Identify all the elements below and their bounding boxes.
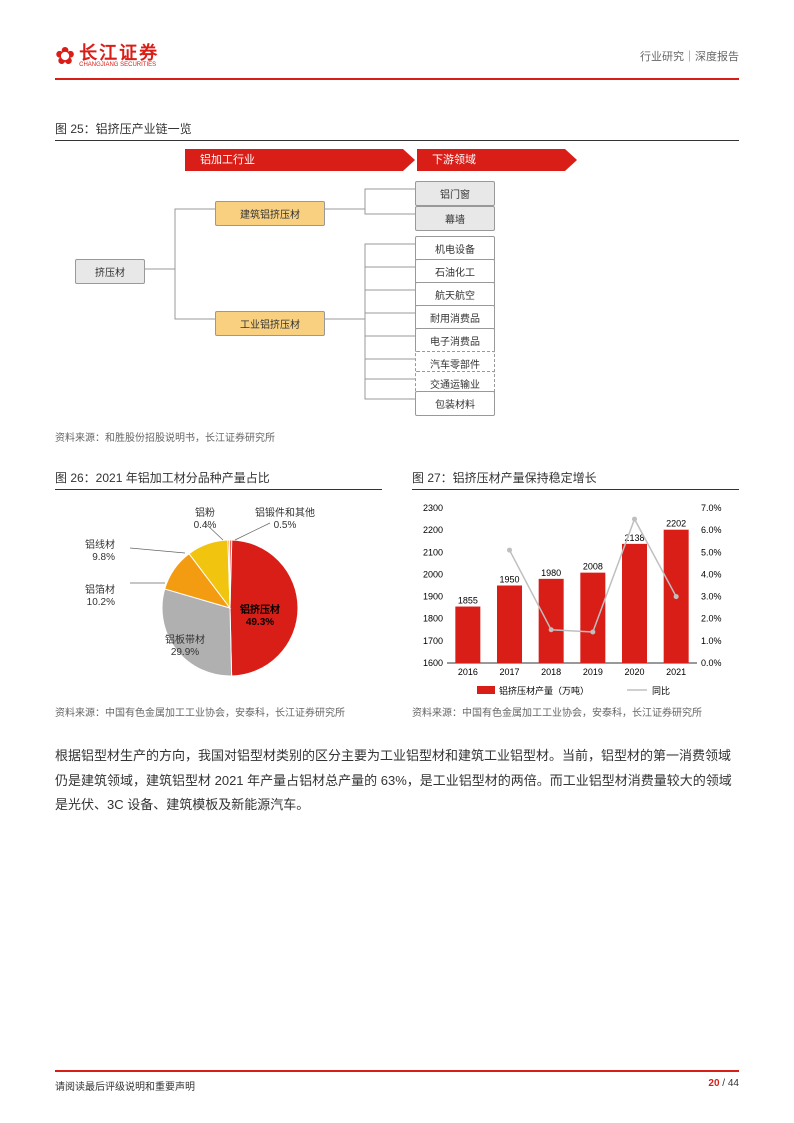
svg-text:9.8%: 9.8% xyxy=(92,552,115,563)
svg-text:铝板带材: 铝板带材 xyxy=(165,633,205,646)
svg-text:铝箔材: 铝箔材 xyxy=(85,583,115,596)
svg-text:29.9%: 29.9% xyxy=(171,647,199,658)
svg-text:0.5%: 0.5% xyxy=(274,520,297,531)
svg-text:铝粉: 铝粉 xyxy=(195,506,215,519)
svg-text:1900: 1900 xyxy=(423,592,443,602)
flow-leaf: 电子消费品 xyxy=(415,328,495,353)
flow-node-mid-2: 工业铝挤压材 xyxy=(215,311,325,336)
flow-leaf: 机电设备 xyxy=(415,236,495,261)
svg-text:铝线材: 铝线材 xyxy=(85,538,115,551)
flow-header-1: 铝加工行业 xyxy=(185,149,415,171)
svg-text:4.0%: 4.0% xyxy=(701,569,722,579)
figure-27: 图 27：铝挤压材产量保持稳定增长 1600 1700 1800 1900 2000 21… xyxy=(412,469,739,719)
svg-text:2021: 2021 xyxy=(666,667,686,677)
svg-text:2100: 2100 xyxy=(423,547,443,557)
svg-text:0.0%: 0.0% xyxy=(701,658,722,668)
breadcrumb: 行业研究｜深度报告 xyxy=(640,48,739,64)
svg-text:同比: 同比 xyxy=(652,685,670,696)
svg-text:1950: 1950 xyxy=(499,575,519,585)
svg-text:49.3%: 49.3% xyxy=(246,617,274,628)
figure-25-source: 资料来源：和胜股份招股说明书，长江证券研究所 xyxy=(55,429,739,444)
svg-text:6.0%: 6.0% xyxy=(701,525,722,535)
svg-text:7.0%: 7.0% xyxy=(701,503,722,513)
svg-text:铝挤压材产量（万吨）: 铝挤压材产量（万吨） xyxy=(499,685,589,696)
svg-text:1700: 1700 xyxy=(423,636,443,646)
flow-leaf: 幕墙 xyxy=(415,206,495,231)
logo: ✿ 长江证券 CHANGJIANG SECURITIES xyxy=(55,42,159,71)
figure-27-source: 资料来源：中国有色金属加工工业协会，安泰科，长江证券研究所 xyxy=(412,704,739,719)
svg-text:2020: 2020 xyxy=(624,667,644,677)
svg-text:0.4%: 0.4% xyxy=(194,520,217,531)
svg-text:10.2%: 10.2% xyxy=(87,597,115,608)
svg-text:1855: 1855 xyxy=(458,596,478,606)
svg-text:2017: 2017 xyxy=(499,667,519,677)
body-paragraph: 根据铝型材生产的方向，我国对铝型材类别的区分主要为工业铝型材和建筑工业铝型材。当… xyxy=(55,744,739,818)
svg-text:2000: 2000 xyxy=(423,569,443,579)
svg-text:2.0%: 2.0% xyxy=(701,614,722,624)
svg-text:2016: 2016 xyxy=(458,667,478,677)
svg-text:铝挤压材: 铝挤压材 xyxy=(240,603,280,616)
figure-25: 图 25：铝挤压产业链一览 铝加工行业 下游领域 xyxy=(55,120,739,444)
svg-text:1800: 1800 xyxy=(423,614,443,624)
logo-text-cn: 长江证券 xyxy=(79,44,159,62)
svg-text:铝锻件和其他: 铝锻件和其他 xyxy=(255,506,315,519)
figure-26-title: 图 26：2021 年铝加工材分品种产量占比 xyxy=(55,469,382,490)
flowchart-svg xyxy=(55,179,615,409)
flow-leaf: 包装材料 xyxy=(415,391,495,416)
logo-icon: ✿ xyxy=(55,42,75,71)
figure-25-title: 图 25：铝挤压产业链一览 xyxy=(55,120,739,141)
svg-text:2202: 2202 xyxy=(666,519,686,529)
svg-text:2019: 2019 xyxy=(583,667,603,677)
flow-node-root: 挤压材 xyxy=(75,259,145,284)
flow-leaf: 耐用消费品 xyxy=(415,305,495,330)
figure-27-title: 图 27：铝挤压材产量保持稳定增长 xyxy=(412,469,739,490)
page-number: 20 / 44 xyxy=(708,1078,739,1093)
flow-node-mid-1: 建筑铝挤压材 xyxy=(215,201,325,226)
svg-text:3.0%: 3.0% xyxy=(701,592,722,602)
svg-text:2300: 2300 xyxy=(423,503,443,513)
pie-chart: 铝挤压材49.3% 铝板带材29.9% 铝箔材10.2% 铝线材9.8% 铝粉0.4% 铝… xyxy=(55,498,375,698)
footer-note: 请阅读最后评级说明和重要声明 xyxy=(55,1078,195,1093)
svg-text:1980: 1980 xyxy=(541,568,561,578)
svg-text:2200: 2200 xyxy=(423,525,443,535)
svg-text:2008: 2008 xyxy=(583,562,603,572)
flow-leaf: 铝门窗 xyxy=(415,181,495,206)
svg-text:2018: 2018 xyxy=(541,667,561,677)
flow-leaf: 石油化工 xyxy=(415,259,495,284)
flow-header-2: 下游领域 xyxy=(417,149,577,171)
svg-text:1600: 1600 xyxy=(423,658,443,668)
bar-chart: 1600 1700 1800 1900 2000 2100 2200 2300 0.0% 1.0%… xyxy=(412,498,732,698)
figure-26-source: 资料来源：中国有色金属加工工业协会，安泰科，长江证券研究所 xyxy=(55,704,382,719)
svg-text:1.0%: 1.0% xyxy=(701,636,722,646)
figure-26: 图 26：2021 年铝加工材分品种产量占比 铝挤压材49.3% 铝板带材29.9… xyxy=(55,469,382,719)
flow-leaf: 航天航空 xyxy=(415,282,495,307)
flowchart: 铝加工行业 下游领域 xyxy=(55,149,739,399)
logo-text-en: CHANGJIANG SECURITIES xyxy=(79,62,159,68)
page-footer: 请阅读最后评级说明和重要声明 20 / 44 xyxy=(55,1070,739,1093)
page-header: ✿ 长江证券 CHANGJIANG SECURITIES 行业研究｜深度报告 xyxy=(55,40,739,80)
svg-text:5.0%: 5.0% xyxy=(701,547,722,557)
